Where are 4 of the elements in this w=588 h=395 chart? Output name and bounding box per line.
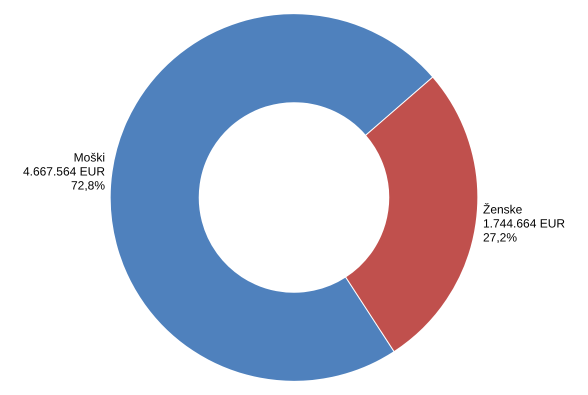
data-label: 4.667.564 EUR 72,8% <box>22 164 106 193</box>
slice-label: Ženske <box>482 202 523 216</box>
data-label: 1.744.664 EUR 27,2% <box>482 216 566 244</box>
slice-label: Moški <box>74 150 106 165</box>
